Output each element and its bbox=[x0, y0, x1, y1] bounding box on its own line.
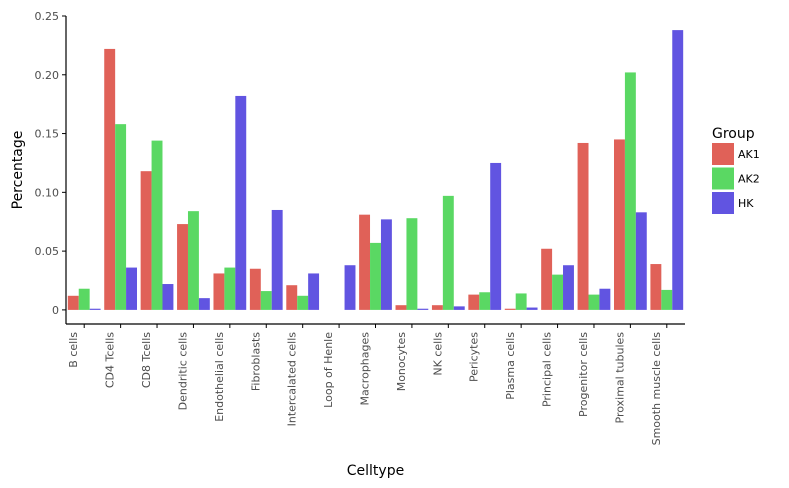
bar-ak2-endothelial-cells bbox=[224, 267, 236, 310]
bar-hk-nk-cells bbox=[453, 306, 465, 310]
bar-ak1-plasma-cells bbox=[504, 308, 516, 310]
bar-ak1-smooth-muscle-cells bbox=[650, 264, 662, 310]
x-tick-label: Progenitor cells bbox=[577, 332, 590, 417]
x-tick-label: Pericytes bbox=[468, 332, 481, 382]
bar-ak2-progenitor-cells bbox=[588, 294, 600, 310]
bar-ak2-nk-cells bbox=[442, 195, 454, 310]
x-tick-label: NK cells bbox=[431, 332, 444, 376]
bar-ak1-macrophages bbox=[359, 214, 371, 310]
bar-hk-dendritic-cells bbox=[198, 298, 210, 310]
legend-label-hk: HK bbox=[738, 197, 754, 210]
y-tick-label: 0 bbox=[52, 304, 59, 317]
bar-ak1-monocytes bbox=[395, 305, 407, 310]
x-tick-label: Smooth muscle cells bbox=[650, 332, 663, 446]
bar-hk-cd4-tcells bbox=[126, 267, 137, 310]
bar-hk-smooth-muscle-cells bbox=[672, 30, 684, 310]
bar-hk-principal-cells bbox=[563, 265, 574, 310]
bar-ak1-nk-cells bbox=[431, 305, 443, 310]
bar-hk-loop-of-henle bbox=[344, 265, 356, 310]
x-tick-label: Intercalated cells bbox=[286, 332, 299, 427]
bar-ak1-cd4-tcells bbox=[104, 48, 116, 310]
bar-ak2-principal-cells bbox=[552, 274, 564, 310]
bar-ak2-intercalated-cells bbox=[297, 295, 309, 310]
bar-ak2-smooth-muscle-cells bbox=[661, 289, 673, 310]
y-tick-label: 0.10 bbox=[35, 186, 60, 199]
bar-ak2-cd8-tcells bbox=[151, 140, 163, 310]
legend: Group AK1 AK2 HK bbox=[712, 126, 760, 214]
bar-ak2-dendritic-cells bbox=[187, 211, 199, 310]
legend-label-ak2: AK2 bbox=[738, 173, 760, 186]
x-tick-label: Loop of Henle bbox=[322, 332, 335, 408]
bar-ak1-cd8-tcells bbox=[140, 171, 152, 310]
bar-ak1-pericytes bbox=[468, 294, 480, 310]
bars-group bbox=[67, 30, 684, 310]
bar-ak2-fibroblasts bbox=[260, 291, 272, 310]
x-axis: B cells CD4 Tcells CD8 Tcells Dendritic cel… bbox=[66, 323, 685, 446]
bar-ak2-b-cells bbox=[78, 288, 90, 310]
x-tick-label: Proximal tubules bbox=[613, 332, 626, 424]
x-tick-label: B cells bbox=[67, 332, 80, 368]
bar-ak1-progenitor-cells bbox=[577, 142, 589, 310]
x-tick-label: Principal cells bbox=[541, 332, 554, 407]
bar-hk-endothelial-cells bbox=[235, 95, 247, 310]
y-tick-label: 0.15 bbox=[35, 128, 60, 141]
bar-hk-monocytes bbox=[417, 308, 429, 310]
legend-swatch-ak2 bbox=[712, 167, 734, 190]
x-tick-label: Fibroblasts bbox=[249, 332, 262, 391]
legend-swatch-hk bbox=[712, 192, 734, 214]
bar-hk-cd8-tcells bbox=[162, 284, 174, 310]
y-tick-label: 0.20 bbox=[35, 69, 60, 82]
bar-ak1-b-cells bbox=[67, 295, 79, 310]
bar-ak2-macrophages bbox=[370, 242, 381, 310]
bar-hk-fibroblasts bbox=[271, 209, 283, 310]
bar-ak2-proximal-tubules bbox=[624, 72, 636, 310]
x-tick-label: Plasma cells bbox=[504, 332, 517, 400]
bar-hk-intercalated-cells bbox=[308, 273, 320, 310]
y-axis-title: Percentage bbox=[10, 131, 26, 210]
x-tick-label: Dendritic cells bbox=[176, 332, 189, 411]
bar-ak2-plasma-cells bbox=[515, 293, 527, 310]
bar-ak1-fibroblasts bbox=[249, 268, 261, 310]
bar-ak1-principal-cells bbox=[541, 248, 553, 310]
x-tick-label: CD4 Tcells bbox=[104, 332, 117, 388]
x-tick-label: Monocytes bbox=[395, 332, 408, 392]
x-tick-label: CD8 Tcells bbox=[140, 332, 153, 388]
bar-hk-macrophages bbox=[380, 219, 392, 310]
bar-hk-progenitor-cells bbox=[599, 288, 611, 310]
x-axis-title: Celltype bbox=[347, 463, 404, 479]
bar-ak1-intercalated-cells bbox=[286, 285, 298, 310]
legend-label-ak1: AK1 bbox=[738, 148, 760, 161]
bar-hk-proximal-tubules bbox=[635, 212, 647, 310]
x-tick-label: Endothelial cells bbox=[213, 332, 226, 422]
legend-swatch-ak1 bbox=[712, 143, 734, 165]
bar-ak2-monocytes bbox=[406, 218, 418, 310]
legend-title: Group bbox=[712, 126, 755, 142]
y-tick-label: 0.25 bbox=[35, 10, 60, 23]
bar-hk-pericytes bbox=[490, 162, 502, 310]
bar-ak2-cd4-tcells bbox=[115, 124, 127, 310]
y-tick-label: 0.05 bbox=[35, 245, 60, 258]
bar-ak1-proximal-tubules bbox=[614, 139, 625, 310]
y-axis: 0 0.05 0.10 0.15 0.20 0.25 bbox=[35, 10, 67, 324]
x-tick-label: Macrophages bbox=[359, 332, 372, 406]
bar-ak1-dendritic-cells bbox=[177, 224, 188, 310]
bar-ak2-pericytes bbox=[479, 292, 491, 310]
bar-hk-b-cells bbox=[89, 308, 101, 310]
bar-ak1-endothelial-cells bbox=[213, 273, 225, 310]
bar-hk-plasma-cells bbox=[526, 307, 538, 310]
